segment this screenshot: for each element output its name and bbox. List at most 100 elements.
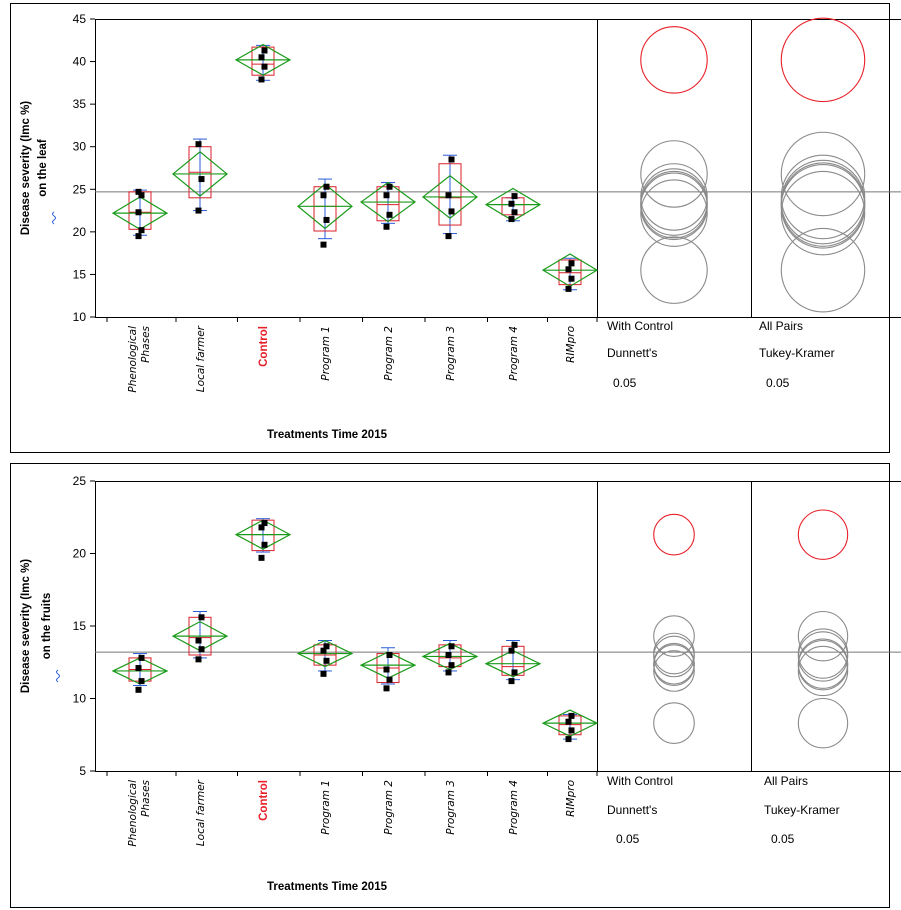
y-axis-title: Disease severity (Imc %) (20, 559, 32, 693)
data-point (386, 211, 393, 218)
data-point (135, 209, 142, 216)
data-point (448, 643, 455, 650)
treatment-group (234, 518, 292, 561)
comparison-method-name: Dunnett's (607, 803, 657, 817)
comparison-circle (797, 631, 849, 682)
data-point (195, 637, 202, 644)
data-point (138, 192, 145, 199)
comparison-circle (653, 635, 695, 678)
control-comparison-circle (797, 509, 849, 560)
y-tick-label: 15 (73, 619, 87, 633)
treatment-group (484, 187, 542, 223)
y-axis-title-line2: on the fruits (41, 593, 53, 659)
comparison-circle (780, 162, 866, 247)
y-tick-label: 20 (73, 225, 87, 239)
comparison-method-title: All Pairs (759, 319, 803, 333)
y-tick-label: 10 (73, 692, 87, 706)
y-tick-label: 40 (73, 55, 87, 69)
data-point (568, 275, 575, 282)
comparison-circle (653, 650, 695, 692)
comparison-method-title: With Control (607, 319, 673, 333)
comparison-circle (640, 172, 708, 241)
y-axis-title: Disease severity (Imc %) (20, 101, 32, 235)
category-label: Control (258, 780, 270, 821)
y-tick-label: 5 (79, 764, 86, 778)
comparison-alpha: 0.05 (616, 832, 640, 846)
data-point (258, 524, 265, 531)
comparison-alpha: 0.05 (613, 376, 637, 390)
data-point (386, 652, 393, 658)
comparison-circle (780, 227, 866, 313)
treatment-group (111, 653, 169, 693)
category-label: Program 1 (320, 780, 332, 835)
data-point (448, 156, 455, 163)
y-tick-label: 10 (73, 310, 87, 324)
data-point (258, 76, 265, 83)
comparison-circle (797, 610, 849, 662)
comparison-method-title: With Control (607, 774, 673, 788)
category-label: Local farmer (195, 325, 207, 392)
panel-frame (10, 463, 890, 908)
x-axis-title: Treatments Time 2015 (267, 429, 388, 441)
comparison-circle (797, 697, 849, 749)
y-tick-label: 30 (73, 140, 87, 154)
data-point (261, 47, 268, 54)
y-tick-label: 35 (73, 97, 87, 111)
comparison-circle (640, 170, 708, 239)
treatment-group (422, 154, 478, 240)
category-label: Program 2 (383, 326, 395, 381)
data-point (258, 54, 265, 61)
data-point (138, 654, 145, 661)
data-point (448, 662, 455, 669)
comparison-method-name: Tukey-Kramer (764, 803, 840, 817)
treatment-group (172, 138, 228, 214)
treatment-group (297, 178, 353, 248)
category-label: Program 2 (383, 780, 395, 835)
data-point (195, 141, 202, 148)
comparison-circle (780, 164, 866, 249)
data-point (261, 541, 268, 548)
data-point (445, 233, 452, 240)
category-label: PhenologicalPhases (127, 779, 152, 846)
data-point (445, 192, 452, 199)
data-point (195, 656, 202, 663)
category-label: RIMpro (565, 326, 577, 363)
treatment-group (171, 611, 229, 663)
data-point (508, 216, 515, 223)
comparison-circle (780, 154, 866, 240)
comparison-circle (653, 702, 695, 745)
data-point (135, 233, 142, 240)
tukey-comparison-circles (780, 17, 866, 313)
comparison-circle (653, 642, 695, 685)
category-label: Local farmer (195, 779, 207, 846)
category-label-line: Phases (140, 325, 152, 362)
data-point (261, 520, 268, 527)
y-tick-label: 25 (73, 182, 87, 196)
data-point (323, 657, 330, 664)
category-label: PhenologicalPhases (127, 325, 152, 392)
y-axis-title-line2: on the leaf (37, 139, 49, 197)
tukey-comparison-circles (797, 509, 849, 749)
comparison-alpha: 0.05 (771, 832, 795, 846)
data-point (195, 207, 202, 214)
data-point (320, 647, 327, 654)
dunnett-comparison-circles (640, 26, 708, 304)
data-point (323, 643, 330, 650)
dunnett-comparison-circles (653, 513, 695, 745)
comparison-circle (653, 615, 695, 658)
comparison-method-name: Tukey-Kramer (759, 346, 835, 360)
comparison-circle (653, 632, 695, 675)
wavy-underline-icon (52, 211, 56, 225)
y-tick-label: 25 (73, 474, 87, 488)
data-point (383, 223, 390, 230)
data-point (135, 188, 142, 195)
comparison-method-title: All Pairs (764, 774, 808, 788)
comparison-circle (797, 639, 849, 691)
treatment-group (421, 640, 479, 676)
comparison-circle (640, 179, 708, 247)
treatment-group (359, 181, 417, 230)
category-label: Control (258, 326, 270, 367)
control-comparison-circle (640, 26, 708, 94)
data-point (198, 614, 205, 621)
